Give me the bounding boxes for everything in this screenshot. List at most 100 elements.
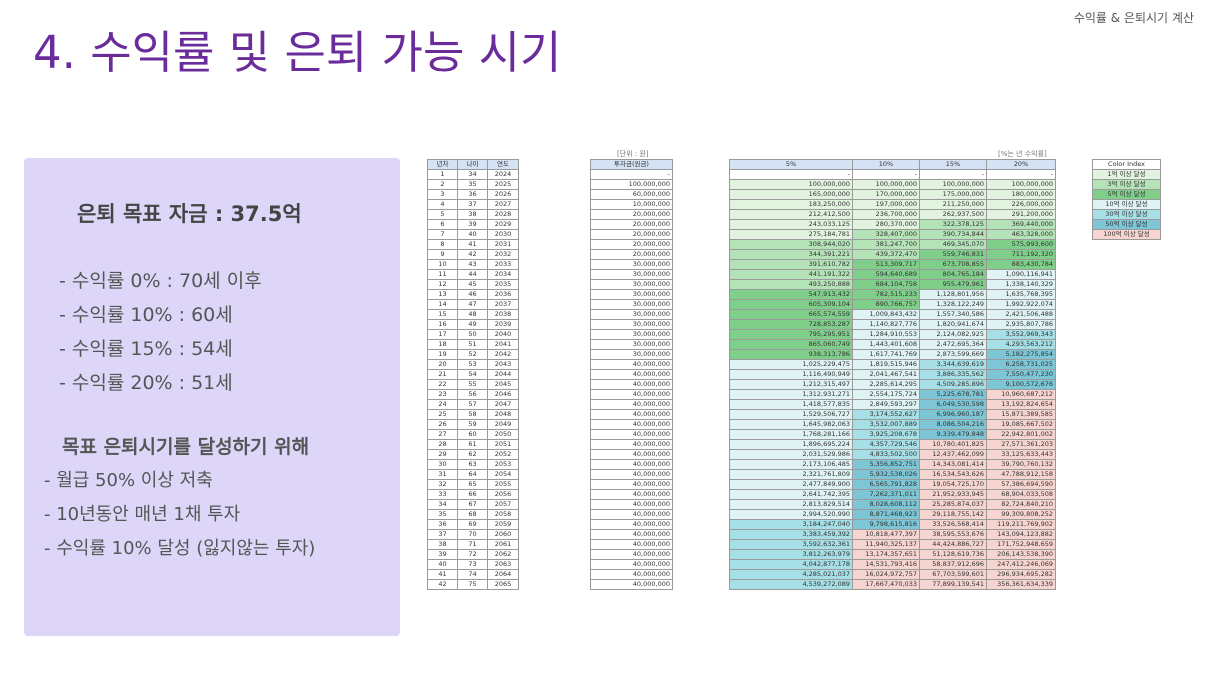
cell-principal: 30,000,000 xyxy=(590,269,673,280)
cell-year-no: 41 xyxy=(427,569,458,580)
table-row: 1,529,506,727 3,174,552,627 6,996,960,187 1… xyxy=(729,409,1056,420)
cell-return-5: 1,025,229,475 xyxy=(729,359,853,370)
table-row: 40,000,000 xyxy=(590,539,673,550)
cell-return-20: 19,085,667,502 xyxy=(986,419,1056,430)
cell-return-5: 795,295,951 xyxy=(729,329,853,340)
table-row: 38 71 2061 xyxy=(427,539,519,550)
cell-year-no: 32 xyxy=(427,479,458,490)
cell-year-no: 12 xyxy=(427,279,458,290)
cell-year: 2064 xyxy=(487,569,519,580)
table-row: 17 50 2040 xyxy=(427,329,519,340)
cell-return-20: 1,338,140,329 xyxy=(986,279,1056,290)
cell-age: 48 xyxy=(457,309,488,320)
table-row: 31 64 2054 xyxy=(427,469,519,480)
rate-list: - 수익률 0% : 70세 이후 - 수익률 10% : 60세 - 수익률 … xyxy=(59,264,262,400)
cell-return-10: - xyxy=(852,169,920,180)
table-row: 1,212,315,497 2,285,614,295 4,509,285,896 9… xyxy=(729,379,1056,390)
cell-year-no: 40 xyxy=(427,559,458,570)
table-row: 40,000,000 xyxy=(590,449,673,460)
table-row: 40,000,000 xyxy=(590,579,673,590)
cell-age: 46 xyxy=(457,289,488,300)
investment-table: 투자금(원금) -100,000,000 60,000,000 10,000,000… xyxy=(590,159,673,590)
table-row: 40,000,000 xyxy=(590,529,673,540)
table-row: 1,418,577,835 2,849,593,297 6,049,530,598 1… xyxy=(729,399,1056,410)
cell-return-15: 2,124,082,925 xyxy=(919,329,987,340)
cell-age: 61 xyxy=(457,439,488,450)
cell-return-10: 381,247,700 xyxy=(852,239,920,250)
cell-principal: 30,000,000 xyxy=(590,289,673,300)
table-row: - xyxy=(590,169,673,180)
table-row: 40,000,000 xyxy=(590,549,673,560)
table-row: 40,000,000 xyxy=(590,469,673,480)
cell-return-15: 8,086,504,216 xyxy=(919,419,987,430)
cell-return-10: 2,285,614,295 xyxy=(852,379,920,390)
rate-item: - 수익률 15% : 54세 xyxy=(59,338,233,360)
cell-year: 2036 xyxy=(487,289,519,300)
table-row: 3,812,263,979 13,174,357,651 51,128,619,73… xyxy=(729,549,1056,560)
cell-year-no: 5 xyxy=(427,209,458,220)
cell-principal: 30,000,000 xyxy=(590,259,673,270)
strategy-item: - 10년동안 매년 1채 투자 xyxy=(44,504,241,525)
table-row: 30,000,000 xyxy=(590,299,673,310)
cell-return-5: 1,645,982,063 xyxy=(729,419,853,430)
table-row: 40,000,000 xyxy=(590,369,673,380)
cell-return-15: 29,118,755,142 xyxy=(919,509,987,520)
cell-year: 2055 xyxy=(487,479,519,490)
cell-return-5: 1,418,577,835 xyxy=(729,399,853,410)
cell-return-20: 10,960,687,212 xyxy=(986,389,1056,400)
cell-return-10: 2,041,467,541 xyxy=(852,369,920,380)
cell-return-15: 38,595,553,676 xyxy=(919,529,987,540)
table-row: 40,000,000 xyxy=(590,499,673,510)
cell-year-no: 37 xyxy=(427,529,458,540)
cell-age: 38 xyxy=(457,209,488,220)
cell-year: 2060 xyxy=(487,529,519,540)
cell-year: 2043 xyxy=(487,359,519,370)
cell-year-no: 8 xyxy=(427,239,458,250)
table-row: 20,000,000 xyxy=(590,229,673,240)
table-row: 40,000,000 xyxy=(590,509,673,520)
cell-principal: 20,000,000 xyxy=(590,229,673,240)
cell-year-no: 18 xyxy=(427,339,458,350)
cell-age: 69 xyxy=(457,519,488,530)
table-row: 40 73 2063 xyxy=(427,559,519,570)
cell-return-20: 206,143,538,390 xyxy=(986,549,1056,560)
cell-age: 43 xyxy=(457,259,488,270)
cell-year: 2058 xyxy=(487,509,519,520)
header-subtitle: 수익률 & 은퇴시기 계산 xyxy=(1073,11,1194,25)
table-row: 40,000,000 xyxy=(590,459,673,470)
cell-return-5: 2,641,742,395 xyxy=(729,489,853,500)
cell-age: 45 xyxy=(457,279,488,290)
cell-age: 44 xyxy=(457,269,488,280)
cell-return-15: 469,345,070 xyxy=(919,239,987,250)
cell-year-no: 11 xyxy=(427,269,458,280)
cell-return-15: 4,509,285,896 xyxy=(919,379,987,390)
cell-year-no: 34 xyxy=(427,499,458,510)
cell-year: 2047 xyxy=(487,399,519,410)
table-row: 30,000,000 xyxy=(590,269,673,280)
col-header-rate-15: 15% xyxy=(919,159,987,170)
table-row: 26 59 2049 xyxy=(427,419,519,430)
cell-year: 2045 xyxy=(487,379,519,390)
cell-return-20: 100,000,000 xyxy=(986,179,1056,190)
cell-year-no: 42 xyxy=(427,579,458,590)
table-row: 183,250,000 197,000,000 211,250,000 226,000… xyxy=(729,199,1056,210)
cell-return-10: 1,009,843,432 xyxy=(852,309,920,320)
table-row: 30,000,000 xyxy=(590,329,673,340)
cell-return-20: 68,904,033,508 xyxy=(986,489,1056,500)
cell-age: 40 xyxy=(457,229,488,240)
cell-year-no: 16 xyxy=(427,319,458,330)
legend-row: 10억 이상 달성 xyxy=(1092,199,1161,210)
cell-age: 74 xyxy=(457,569,488,580)
cell-year-no: 15 xyxy=(427,309,458,320)
cell-return-10: 3,925,208,678 xyxy=(852,429,920,440)
cell-principal: 40,000,000 xyxy=(590,379,673,390)
strategy-list: - 월급 50% 이상 저축 - 10년동안 매년 1채 투자 - 수익률 10… xyxy=(44,464,315,566)
cell-return-10: 1,819,515,946 xyxy=(852,359,920,370)
table-row: 40,000,000 xyxy=(590,379,673,390)
cell-return-20: - xyxy=(986,169,1056,180)
legend-item: 5억 이상 달성 xyxy=(1092,189,1161,200)
table-row: 2,641,742,395 7,262,371,011 21,952,933,945… xyxy=(729,489,1056,500)
cell-return-10: 4,833,502,500 xyxy=(852,449,920,460)
cell-principal: 40,000,000 xyxy=(590,519,673,530)
cell-year-no: 4 xyxy=(427,199,458,210)
